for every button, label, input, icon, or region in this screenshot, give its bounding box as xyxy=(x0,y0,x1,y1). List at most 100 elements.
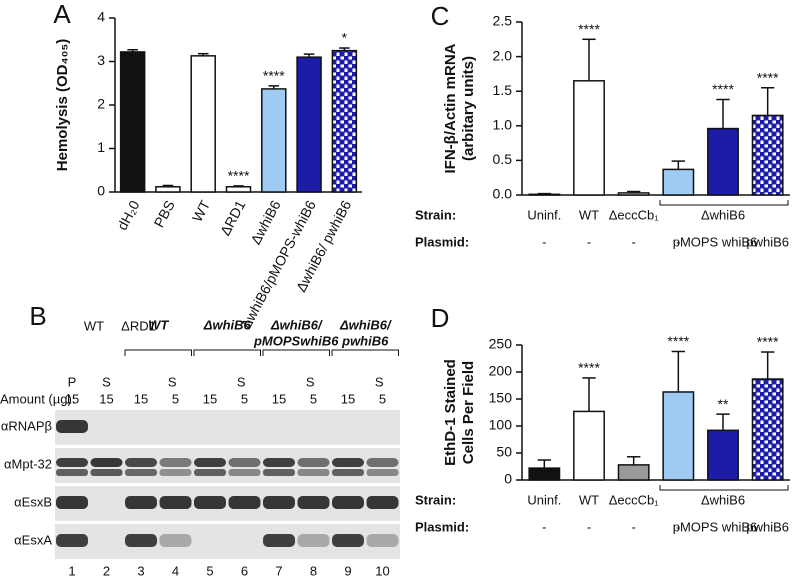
significance-label: **** xyxy=(263,68,285,84)
group-label: WT xyxy=(148,317,169,332)
plasmid-label: pMOPS whiB6 xyxy=(673,234,758,249)
y-tick-label: 2 xyxy=(97,96,105,112)
lane-number: 10 xyxy=(375,563,389,578)
lane-number: 2 xyxy=(103,563,110,578)
plasmid-label: - xyxy=(587,234,591,249)
plasmid-label: - xyxy=(542,519,546,534)
y-tick-label: 150 xyxy=(489,390,513,406)
blot-band xyxy=(90,469,123,476)
y-tick-label: 1.0 xyxy=(493,117,513,133)
x-tick-label: dH₂0 xyxy=(114,197,143,232)
bar xyxy=(296,56,322,193)
plasmid-label: - xyxy=(587,519,591,534)
plasmid-label: - xyxy=(676,234,680,249)
fraction-label: S xyxy=(102,374,111,389)
fraction-label: S xyxy=(237,374,246,389)
plasmid-label: pwhiB6 xyxy=(746,234,789,249)
blot-band xyxy=(228,496,261,509)
amount-label: 15 xyxy=(65,391,79,406)
group-label: ΔwhiB6 xyxy=(203,317,252,332)
lane-number: 5 xyxy=(206,563,213,578)
plasmid-label: - xyxy=(542,234,546,249)
bar xyxy=(707,429,739,481)
bar xyxy=(707,127,739,196)
blot-band xyxy=(263,496,295,509)
blot-band xyxy=(366,469,399,476)
lane-header: WT xyxy=(84,318,104,333)
lane-header: ΔRD1 xyxy=(121,318,156,333)
amount-label: 15 xyxy=(272,391,286,406)
y-tick-label: 0.0 xyxy=(493,186,513,202)
antibody-label: αMpt-32 xyxy=(4,456,52,471)
amount-label: 5 xyxy=(172,391,179,406)
x-tick-label: ΔeccCb₁ xyxy=(609,492,660,507)
group-bracket xyxy=(659,485,789,491)
amount-label: 15 xyxy=(134,391,148,406)
blot-band xyxy=(263,469,295,476)
bar xyxy=(331,49,358,193)
y-axis-label: (arbitary units) xyxy=(460,56,477,161)
plasmid-label: - xyxy=(631,234,635,249)
amount-label: 5 xyxy=(310,391,317,406)
bar xyxy=(751,114,784,196)
group-label: pwhiB6 xyxy=(341,333,389,348)
blot-strip xyxy=(55,410,400,445)
significance-label: **** xyxy=(667,333,689,349)
lane-number: 7 xyxy=(275,563,282,578)
antibody-label: αEsxB xyxy=(14,494,52,509)
bar xyxy=(528,193,561,196)
lane-number: 3 xyxy=(137,563,144,578)
bar xyxy=(573,80,605,196)
y-tick-label: 1.5 xyxy=(493,82,513,98)
blot-band xyxy=(297,469,330,476)
x-tick-label: WT xyxy=(579,207,599,222)
panel-label: B xyxy=(29,301,46,331)
significance-label: **** xyxy=(757,69,779,85)
panel-label: A xyxy=(53,0,71,29)
bar xyxy=(617,464,650,481)
group-bracket xyxy=(331,349,399,356)
plasmid-label: - xyxy=(676,519,680,534)
blot-band xyxy=(125,534,157,547)
group-bracket xyxy=(193,349,261,356)
blot-band xyxy=(125,496,157,509)
blot-band xyxy=(159,496,192,509)
group-label: pMOPSwhiB6 xyxy=(253,333,339,348)
blot-band xyxy=(56,496,88,509)
significance-label: ** xyxy=(718,396,729,412)
fraction-label: S xyxy=(306,374,315,389)
fraction-label: S xyxy=(375,374,384,389)
lane-number: 9 xyxy=(344,563,351,578)
blot-band xyxy=(56,469,88,476)
y-axis-label: Cells Per Field xyxy=(460,361,477,464)
amount-label: 5 xyxy=(241,391,248,406)
x-tick-label: Uninf. xyxy=(527,207,561,222)
bar xyxy=(190,55,216,193)
blot-band xyxy=(56,420,88,433)
blot-band xyxy=(194,469,226,476)
bar xyxy=(573,410,605,481)
plasmid-heading: Plasmid: xyxy=(415,519,469,534)
strain-heading: Strain: xyxy=(415,492,456,507)
bar xyxy=(662,391,695,481)
significance-label: **** xyxy=(578,360,600,376)
antibody-label: αRNAPβ xyxy=(1,418,52,433)
y-axis-label: Hemolysis (OD₄₀₅) xyxy=(54,39,71,171)
blot-band xyxy=(90,458,123,467)
lane-number: 8 xyxy=(310,563,317,578)
group-label: ΔwhiB6/ xyxy=(339,317,392,332)
blot-band xyxy=(366,534,399,547)
blot-band xyxy=(159,458,192,467)
blot-band xyxy=(56,458,88,467)
y-axis-label: IFN-β/Actin mRNA xyxy=(442,43,459,173)
blot-band xyxy=(366,458,399,467)
x-tick-label: WT xyxy=(579,492,599,507)
x-tick-label: WT xyxy=(189,197,214,224)
x-tick-label: ΔwhiB6 xyxy=(701,207,745,222)
blot-band xyxy=(332,469,364,476)
x-tick-label: PBS xyxy=(151,198,178,230)
blot-band xyxy=(263,458,295,467)
blot-band xyxy=(194,458,226,467)
y-tick-label: 0.5 xyxy=(493,151,513,167)
